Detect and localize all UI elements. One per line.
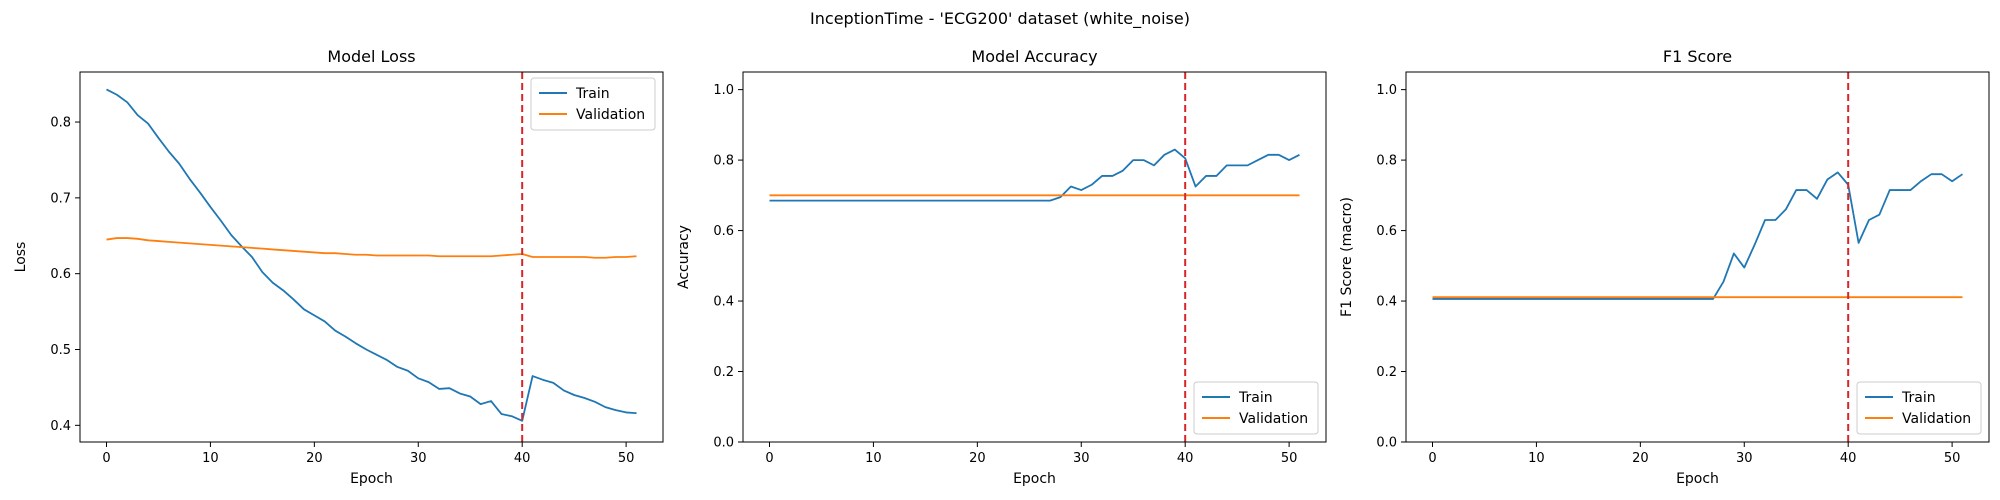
- x-tick-label: 20: [1632, 451, 1649, 466]
- x-tick-label: 0: [765, 451, 773, 466]
- chart-title: Model Loss: [327, 47, 415, 66]
- y-tick-label: 0.0: [1376, 436, 1397, 451]
- x-tick-label: 0: [102, 451, 110, 466]
- plot-frame: [1405, 71, 1990, 443]
- legend: Train Validation: [1856, 381, 1982, 435]
- series-line-train: [106, 88, 637, 422]
- x-tick-label: 50: [1944, 451, 1961, 466]
- x-axis-label: Epoch: [1013, 471, 1056, 487]
- x-tick-label: 20: [969, 451, 986, 466]
- plot-frame: [742, 71, 1327, 443]
- legend-box: [1193, 381, 1319, 435]
- x-tick-label: 0: [1428, 451, 1436, 466]
- figure-title: InceptionTime - 'ECG200' dataset (white_…: [810, 9, 1190, 29]
- x-tick-label: 50: [618, 451, 635, 466]
- x-tick-label: 30: [1073, 451, 1090, 466]
- x-tick-label: 40: [1840, 451, 1857, 466]
- y-tick-label: 0.2: [1376, 365, 1397, 380]
- x-tick-label: 40: [1177, 451, 1194, 466]
- y-axis-label: F1 Score (macro): [1339, 197, 1355, 317]
- x-tick-label: 30: [410, 451, 427, 466]
- x-axis-label: Epoch: [350, 471, 393, 487]
- y-tick-label: 0.8: [50, 116, 71, 131]
- legend-label-train: Train: [575, 86, 610, 102]
- y-tick-label: 0.4: [50, 419, 71, 434]
- chart-panel-1: Model Loss 0 10 20 30 40 50 0.4 0.5 0.6 0.7 0.8 Epoc…: [13, 47, 664, 487]
- y-tick-label: 0.7: [50, 191, 71, 206]
- y-tick-label: 0.0: [713, 436, 734, 451]
- y-tick-label: 1.0: [713, 83, 734, 98]
- chart-panel-3: F1 Score 0 10 20 30 40 50 0.0 0.2 0.4 0.6 0.8 1.0 Epo…: [1339, 47, 1990, 487]
- series-line-validation: [106, 237, 637, 259]
- x-tick-label: 20: [306, 451, 323, 466]
- y-tick-label: 0.6: [713, 224, 734, 239]
- y-tick-label: 0.8: [713, 154, 734, 169]
- legend: Train Validation: [1193, 381, 1319, 435]
- legend-label-validation: Validation: [576, 107, 645, 123]
- series-line-train: [769, 148, 1300, 202]
- y-tick-label: 0.2: [713, 365, 734, 380]
- x-axis-label: Epoch: [1676, 471, 1719, 487]
- x-tick-label: 40: [514, 451, 531, 466]
- chart-panel-2: Model Accuracy 0 10 20 30 40 50 0.0 0.2 0.4 0.6 0.8…: [676, 47, 1327, 487]
- y-tick-label: 1.0: [1376, 83, 1397, 98]
- chart-title: F1 Score: [1663, 47, 1732, 66]
- y-axis-label: Accuracy: [676, 225, 692, 289]
- x-tick-label: 30: [1736, 451, 1753, 466]
- legend-box: [1856, 381, 1982, 435]
- y-tick-label: 0.5: [50, 343, 71, 358]
- legend-label-train: Train: [1238, 390, 1273, 406]
- y-tick-label: 0.6: [50, 267, 71, 282]
- y-axis-label: Loss: [13, 242, 29, 273]
- y-tick-label: 0.4: [713, 295, 734, 310]
- y-tick-label: 0.4: [1376, 295, 1397, 310]
- y-tick-label: 0.6: [1376, 224, 1397, 239]
- legend-label-validation: Validation: [1902, 411, 1971, 427]
- plot-frame: [79, 71, 664, 443]
- chart-title: Model Accuracy: [971, 47, 1097, 66]
- legend-label-validation: Validation: [1239, 411, 1308, 427]
- series-line-train: [1432, 171, 1964, 300]
- x-tick-label: 10: [202, 451, 219, 466]
- legend-label-train: Train: [1901, 390, 1936, 406]
- x-tick-label: 10: [1528, 451, 1545, 466]
- y-tick-label: 0.8: [1376, 154, 1397, 169]
- x-tick-label: 50: [1281, 451, 1298, 466]
- legend-box: [530, 77, 656, 131]
- x-tick-label: 10: [865, 451, 882, 466]
- legend: Train Validation: [530, 77, 656, 131]
